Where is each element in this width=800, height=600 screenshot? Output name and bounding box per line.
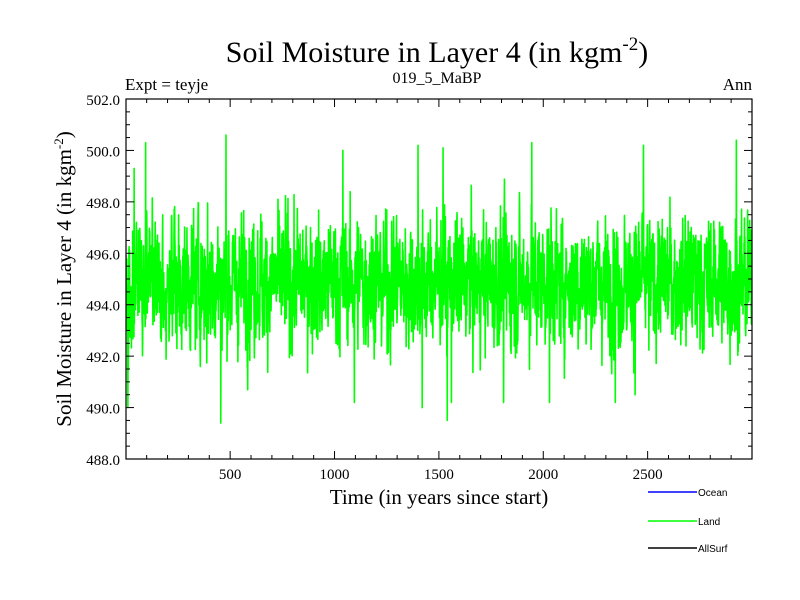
y-tick-label: 502.0 <box>86 93 120 109</box>
y-tick-label: 500.0 <box>86 144 120 160</box>
chart-title: Soil Moisture in Layer 4 (in kgm-2) <box>226 34 648 69</box>
legend-label-ocean: Ocean <box>698 488 727 499</box>
x-tick-label: 2500 <box>633 467 663 483</box>
run-label: 019_5_MaBP <box>393 70 482 87</box>
x-tick-label: 1500 <box>424 467 454 483</box>
x-tick-label: 500 <box>219 467 242 483</box>
x-axis-label: Time (in years since start) <box>330 485 549 509</box>
season-label: Ann <box>723 75 753 94</box>
y-tick-label: 492.0 <box>86 350 120 366</box>
y-tick-label: 490.0 <box>86 402 120 418</box>
y-tick-label: 496.0 <box>86 247 120 263</box>
x-tick-label: 1000 <box>320 467 350 483</box>
legend-label-allsurf: AllSurf <box>698 544 728 555</box>
y-tick-label: 488.0 <box>86 453 120 469</box>
legend-label-land: Land <box>698 517 720 528</box>
experiment-label: Expt = teyje <box>125 75 208 94</box>
legend: Ocean Land AllSurf <box>648 488 728 555</box>
y-tick-label: 498.0 <box>86 196 120 212</box>
y-axis: 488.0 490.0 492.0 494.0 496.0 498.0 500.0 502.0 <box>86 93 752 469</box>
y-tick-label: 494.0 <box>86 299 120 315</box>
y-axis-label: Soil Moisture in Layer 4 (in kgm-2) <box>51 131 76 426</box>
series-line-land <box>126 134 752 424</box>
x-tick-label: 2000 <box>528 467 558 483</box>
x-axis: 500 1000 1500 2000 2500 <box>146 99 732 483</box>
